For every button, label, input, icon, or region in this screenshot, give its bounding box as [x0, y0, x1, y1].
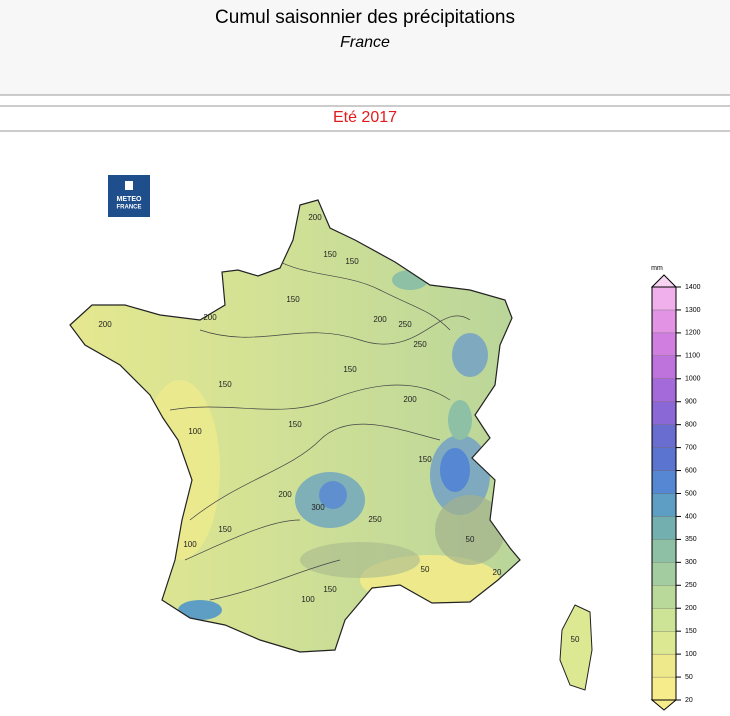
legend-unit: mm	[651, 265, 663, 272]
contour-label: 250	[413, 340, 427, 349]
contour-label: 150	[323, 585, 337, 594]
legend-band	[651, 355, 677, 379]
legend-tick-label: 1100	[685, 353, 700, 360]
legend-band	[651, 286, 677, 311]
legend-tick-label: 250	[685, 582, 697, 589]
season-label: Eté 2017	[333, 109, 397, 126]
legend-band	[651, 493, 677, 517]
contour-label: 100	[301, 595, 315, 604]
legend-tick-label: 1000	[685, 376, 701, 383]
legend-tick-label: 800	[685, 422, 697, 429]
contour-label: 300	[311, 503, 325, 512]
header-bg	[0, 0, 730, 95]
legend-tick-label: 900	[685, 399, 697, 406]
logo-text: METEO	[117, 196, 142, 203]
subtitle: France	[340, 34, 390, 51]
legend-band	[651, 585, 677, 609]
legend-band	[651, 539, 677, 563]
contour-label: 50	[571, 635, 580, 644]
legend-tick-label: 200	[685, 605, 697, 612]
legend-band	[651, 608, 677, 632]
legend-tick-label: 20	[685, 697, 693, 704]
contour-label: 20	[493, 568, 502, 577]
contour-label: 150	[323, 250, 337, 259]
legend-band	[651, 676, 677, 701]
legend-tick-label: 1300	[685, 307, 701, 314]
legend-band	[651, 401, 677, 425]
legend-band	[651, 562, 677, 586]
contour-label: 50	[421, 565, 430, 574]
contour-label: 150	[218, 380, 232, 389]
contour-label: 150	[345, 257, 359, 266]
contour-label: 200	[373, 315, 387, 324]
legend: mm 20 50 100 150 200 250 300 350 400 500 600 700 800…	[650, 265, 701, 711]
legend-tick-label: 700	[685, 444, 697, 451]
contour-label: 100	[188, 427, 202, 436]
corsica	[559, 604, 593, 691]
legend-tick-label: 600	[685, 467, 697, 474]
legend-tick-label: 1200	[685, 330, 701, 337]
contour-label: 50	[466, 535, 475, 544]
title: Cumul saisonnier des précipitations	[215, 7, 515, 28]
contour-label: 200	[98, 320, 112, 329]
contour-labels: 200 150 150 150 200 200 250 200 250 150 150 100 150 2…	[98, 213, 580, 644]
contour-label: 150	[418, 455, 432, 464]
contour-label: 150	[218, 525, 232, 534]
legend-band	[651, 516, 677, 540]
legend-band	[651, 470, 677, 494]
legend-band	[651, 447, 677, 471]
legend-band	[651, 378, 677, 402]
contour-label: 150	[343, 365, 357, 374]
legend-band	[651, 332, 677, 356]
legend-tick-label: 50	[685, 674, 693, 681]
legend-band	[651, 309, 677, 334]
legend-tick-label: 350	[685, 536, 697, 543]
legend-band	[651, 424, 677, 448]
legend-tick-label: 500	[685, 490, 697, 497]
contour-lines	[169, 249, 471, 601]
legend-band	[651, 653, 677, 678]
legend-tick-label: 400	[685, 513, 697, 520]
contour-label: 150	[286, 295, 300, 304]
legend-tick-label: 300	[685, 559, 697, 566]
legend-tick-label: 100	[685, 651, 697, 658]
legend-arrow	[650, 274, 678, 288]
contour-label: 200	[308, 213, 322, 222]
legend-arrow	[650, 699, 678, 711]
logo: METEO FRANCE	[108, 175, 150, 217]
legend-tick-label: 150	[685, 628, 697, 635]
legend-band	[651, 631, 677, 655]
contour-label: 200	[203, 313, 217, 322]
contour-label: 250	[398, 320, 412, 329]
contour-label: 250	[368, 515, 382, 524]
contour-label: 200	[278, 490, 292, 499]
contour-label: 200	[403, 395, 417, 404]
legend-tick-label: 1400	[685, 284, 701, 291]
contour-label: 150	[288, 420, 302, 429]
contour-label: 100	[183, 540, 197, 549]
logo-text: FRANCE	[117, 205, 142, 211]
